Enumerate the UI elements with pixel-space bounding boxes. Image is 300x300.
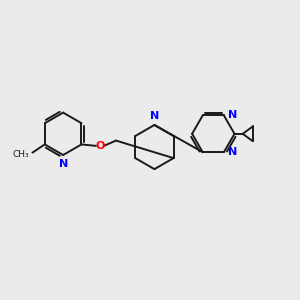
Text: N: N [58, 159, 68, 170]
Text: N: N [150, 111, 159, 121]
Text: CH₃: CH₃ [12, 150, 29, 159]
Text: O: O [95, 141, 104, 151]
Text: N: N [228, 147, 237, 157]
Text: N: N [228, 110, 237, 120]
